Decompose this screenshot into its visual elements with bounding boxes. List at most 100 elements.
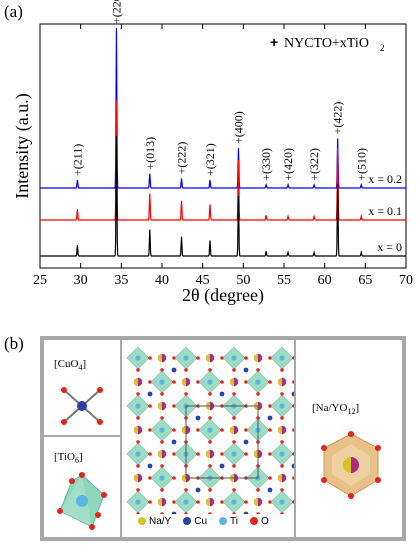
x-tick-label: 70 (399, 273, 413, 288)
nay-atom-half (258, 497, 263, 507)
atom-legend-item: Ti (219, 516, 238, 527)
o-atom (256, 488, 260, 492)
cu-atom (195, 487, 201, 493)
series-line (40, 135, 406, 257)
ti-atom (135, 403, 141, 409)
ti-atom (159, 475, 165, 481)
x-tick-label: 65 (358, 273, 372, 288)
o-atom (184, 368, 188, 372)
o-atom (172, 428, 176, 432)
x-tick-label: 60 (318, 273, 332, 288)
o-atom (136, 416, 140, 420)
o-atom (208, 368, 212, 372)
ti-atom (279, 451, 285, 457)
o-atom (268, 476, 272, 480)
o-atom (208, 464, 212, 468)
o-atom (244, 452, 248, 456)
x-tick-label: 35 (114, 273, 128, 288)
o-atom (244, 500, 248, 504)
cu-atom (147, 391, 153, 397)
ti-atom (231, 499, 237, 505)
legend-label-subscript: 2 (380, 43, 385, 53)
o-atom (196, 428, 200, 432)
peak-annotation: +(420) (281, 148, 295, 181)
x-tick-label: 55 (277, 273, 291, 288)
o-atom (232, 440, 236, 444)
nay-atom-half (258, 449, 263, 459)
o-atom (244, 380, 248, 384)
o-atom (220, 380, 224, 384)
o-atom (232, 392, 236, 396)
o-atom (148, 452, 152, 456)
tio6-label: [TiO6] (54, 451, 83, 466)
o-atom (136, 440, 140, 444)
o-atom (148, 356, 152, 360)
cu-atom (147, 463, 153, 469)
o-atom (256, 512, 260, 514)
o-atom (184, 488, 188, 492)
o-atom (280, 488, 284, 492)
x-tick-label: 40 (155, 273, 169, 288)
legend-marker: + (270, 34, 278, 50)
o-atom (220, 500, 224, 504)
atom-color-icon (138, 517, 146, 526)
o-atom (172, 380, 176, 384)
cu-atom (171, 367, 177, 373)
atom-color-icon (183, 517, 192, 526)
nay-atom-half (138, 473, 143, 483)
tio6-octahedron-icon (57, 472, 107, 530)
ti-atom (183, 355, 189, 361)
o-atom (184, 392, 188, 396)
atom-legend-label: Ti (230, 516, 238, 527)
lattice-structure-image (126, 346, 296, 514)
o-atom (280, 368, 284, 372)
o-atom (196, 452, 200, 456)
o-atom (184, 512, 188, 514)
o-atom (220, 452, 224, 456)
o-atom (196, 380, 200, 384)
o-atom (160, 368, 164, 372)
ti-atom (159, 427, 165, 433)
o-atom (172, 356, 176, 360)
nay-atom-half (210, 497, 215, 507)
ti-atom (159, 379, 165, 385)
nay-atom-half (162, 497, 167, 507)
ti-atom (279, 499, 285, 505)
o-atom (148, 428, 152, 432)
atom-legend-label: Na/Y (149, 516, 172, 527)
o-atom (160, 440, 164, 444)
nay-atom-half (234, 377, 239, 387)
nay-atom-half (258, 401, 263, 411)
cu-atom (243, 439, 249, 445)
series-line (40, 27, 406, 189)
ti-atom (255, 379, 261, 385)
o-atom (244, 356, 248, 360)
nayo12-label: [Na/YO12] (312, 402, 360, 417)
atom-legend-item: Na/Y (138, 516, 171, 527)
peak-annotation: +(400) (231, 111, 245, 144)
o-atom (148, 404, 152, 408)
peak-annotation: +(211) (70, 144, 84, 176)
o-atom (172, 476, 176, 480)
o-atom (148, 500, 152, 504)
o-atom (268, 404, 272, 408)
o-atom (232, 488, 236, 492)
ti-atom (279, 403, 285, 409)
ti-atom (135, 499, 141, 505)
peak-annotation: +(013) (143, 137, 157, 170)
atom-color-icon (250, 517, 258, 526)
peak-annotation: +(220) (109, 0, 123, 24)
o-atom (232, 464, 236, 468)
ti-atom (207, 379, 213, 385)
series-line (40, 99, 406, 221)
nay-atom-half (138, 377, 143, 387)
peak-annotation: +(321) (203, 143, 217, 176)
nay-atom-half (162, 449, 167, 459)
panel-a-label: (a) (4, 2, 23, 21)
o-atom (136, 488, 140, 492)
o-atom (160, 512, 164, 514)
cu-atom (267, 415, 273, 421)
o-atom (208, 416, 212, 420)
atom-legend-item: O (250, 516, 269, 527)
nay-atom-half (186, 377, 191, 387)
